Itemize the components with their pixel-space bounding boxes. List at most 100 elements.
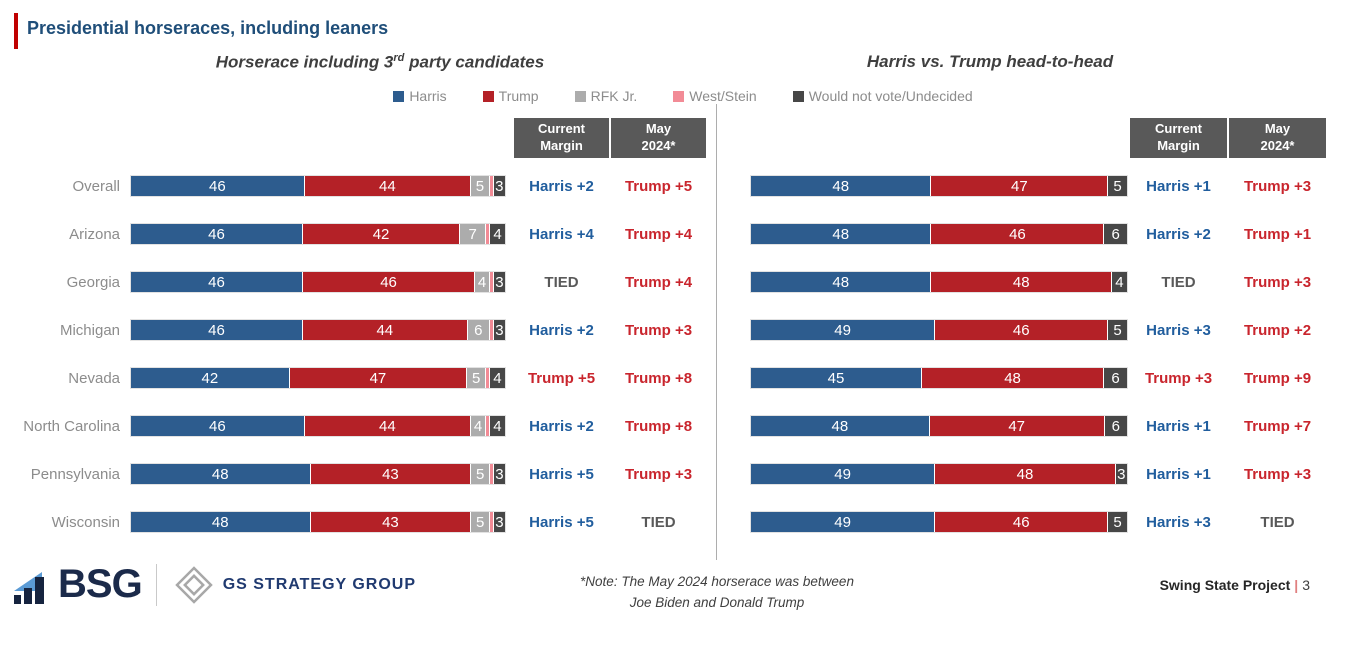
chart-divider xyxy=(716,104,717,560)
bar-segment-would-not-vote-undecided: 6 xyxy=(1104,416,1127,436)
row-label: Michigan xyxy=(59,321,120,339)
header-line: Margin xyxy=(540,138,583,153)
right-may-2024-header: May 2024* xyxy=(1229,118,1326,158)
bar-segment-trump: 46 xyxy=(303,272,476,292)
left-chart-title: Horserace including 3rd party candidates xyxy=(130,52,630,73)
legend-swatch-icon xyxy=(792,90,804,102)
margin-value: Harris +2 xyxy=(529,417,594,435)
chart-row: Pennsylvania 48 43 5 3 Harris +5 Trump +3 49 48 3… xyxy=(0,450,1366,498)
bar-segment-harris: 48 xyxy=(751,272,932,292)
legend: Harris Trump RFK Jr. West/Stein Would not vo… xyxy=(0,88,1366,104)
bar-segment-would-not-vote-undecided: 3 xyxy=(493,320,505,340)
bar-segment-trump: 43 xyxy=(310,464,472,484)
legend-item: Trump xyxy=(482,88,539,104)
bar-segment-trump: 47 xyxy=(929,416,1105,436)
left-current-margin-header: Current Margin xyxy=(514,118,609,158)
bar-segment-trump: 47 xyxy=(289,368,468,388)
bar-segment-harris: 48 xyxy=(131,464,311,484)
margin-value: TIED xyxy=(1260,513,1295,531)
project-name: Swing State Project xyxy=(1159,577,1291,593)
header-line: May xyxy=(645,121,672,137)
left-stacked-bar: 46 44 6 3 xyxy=(130,319,506,341)
margin-value: TIED xyxy=(641,513,676,531)
chart-row: North Carolina 46 44 4 4 Harris +2 Trump +8 48 4… xyxy=(0,402,1366,450)
bar-segment-would-not-vote-undecided: 5 xyxy=(1108,176,1127,196)
legend-label: Trump xyxy=(498,88,539,104)
bar-segment-west-stein xyxy=(490,272,494,292)
bar-segment-harris: 48 xyxy=(751,176,932,196)
margin-value: TIED xyxy=(544,273,579,291)
chart-row: Georgia 46 46 4 3 TIED Trump +4 48 48 4 TIED Trump … xyxy=(0,258,1366,306)
chart-row: Wisconsin 48 43 5 3 Harris +5 TIED 49 46 5 Harris … xyxy=(0,498,1366,546)
bar-segment-would-not-vote-undecided: 5 xyxy=(1108,512,1127,532)
margin-value: Trump +3 xyxy=(1144,369,1213,387)
footnote: *Note: The May 2024 horserace was betwee… xyxy=(517,572,917,614)
bar-segment-would-not-vote-undecided: 6 xyxy=(1104,224,1127,244)
header-line: Current xyxy=(1155,121,1202,137)
bar-segment-harris: 46 xyxy=(131,416,305,436)
bar-segment-trump: 46 xyxy=(935,512,1109,532)
legend-swatch-icon xyxy=(482,90,494,102)
bar-segment-rfk-jr-: 5 xyxy=(467,368,487,388)
chart-row: Nevada 42 47 5 4 Trump +5 Trump +8 45 48 6 Trump +… xyxy=(0,354,1366,402)
bar-segment-would-not-vote-undecided: 5 xyxy=(1108,320,1127,340)
page-reference: Swing State Project | 3 xyxy=(1160,577,1310,593)
bar-segment-rfk-jr-: 5 xyxy=(471,512,491,532)
bar-segment-harris: 42 xyxy=(131,368,290,388)
bar-segment-trump: 42 xyxy=(303,224,461,244)
title-accent-bar xyxy=(14,13,18,49)
margin-value: Harris +1 xyxy=(1146,177,1211,195)
chart-row: Michigan 46 44 6 3 Harris +2 Trump +3 49 46 5 Harr… xyxy=(0,306,1366,354)
bar-segment-trump: 46 xyxy=(935,320,1109,340)
margin-value: Trump +3 xyxy=(624,465,693,483)
margin-value: Trump +3 xyxy=(1243,465,1312,483)
left-chart-title-sup: rd xyxy=(393,52,405,64)
margin-value: Trump +9 xyxy=(1243,369,1312,387)
page-number: 3 xyxy=(1302,577,1310,593)
bar-segment-harris: 46 xyxy=(131,272,304,292)
bar-segment-rfk-jr-: 6 xyxy=(467,320,491,340)
bar-segment-trump: 48 xyxy=(921,368,1105,388)
legend-item: Would not vote/Undecided xyxy=(792,88,973,104)
left-stacked-bar: 46 42 7 4 xyxy=(130,223,506,245)
right-chart-title: Harris vs. Trump head-to-head xyxy=(866,52,1114,71)
bar-segment-west-stein xyxy=(486,368,490,388)
header-line: 2024* xyxy=(641,138,676,153)
margin-value: Trump +1 xyxy=(1243,225,1312,243)
row-label: Wisconsin xyxy=(51,513,120,531)
right-stacked-bar: 49 46 5 xyxy=(750,511,1128,533)
bar-segment-rfk-jr-: 4 xyxy=(475,272,491,292)
bar-segment-rfk-jr-: 7 xyxy=(460,224,487,244)
bar-segment-harris: 49 xyxy=(751,464,936,484)
row-label: Georgia xyxy=(66,273,120,291)
margin-value: Trump +2 xyxy=(1243,321,1312,339)
margin-value: Harris +5 xyxy=(529,465,594,483)
bar-segment-would-not-vote-undecided: 4 xyxy=(1111,272,1127,292)
left-chart-title-pre: Horserace including 3 xyxy=(215,52,394,72)
right-stacked-bar: 49 48 3 xyxy=(750,463,1128,485)
right-stacked-bar: 48 48 4 xyxy=(750,271,1128,293)
bar-segment-trump: 46 xyxy=(931,224,1105,244)
footer-logos: BSG GS STRATEGY GROUP xyxy=(12,562,416,607)
margin-value: Harris +4 xyxy=(529,225,594,243)
header-line: May xyxy=(1264,121,1291,137)
bar-segment-would-not-vote-undecided: 4 xyxy=(489,368,505,388)
bar-segment-would-not-vote-undecided: 3 xyxy=(493,272,505,292)
left-stacked-bar: 46 46 4 3 xyxy=(130,271,506,293)
legend-swatch-icon xyxy=(393,90,405,102)
bar-segment-would-not-vote-undecided: 6 xyxy=(1104,368,1127,388)
chart-rows: Overall 46 44 5 3 Harris +2 Trump +5 48 47 5 Harri… xyxy=(0,162,1366,546)
margin-value: Trump +8 xyxy=(624,417,693,435)
bar-segment-west-stein xyxy=(486,224,491,244)
logo-divider xyxy=(155,563,157,606)
margin-value: Trump +4 xyxy=(624,273,693,291)
margin-value: Harris +3 xyxy=(1146,513,1211,531)
right-current-margin-header: Current Margin xyxy=(1130,118,1227,158)
left-stacked-bar: 42 47 5 4 xyxy=(130,367,506,389)
bar-segment-harris: 45 xyxy=(751,368,922,388)
page-title: Presidential horseraces, including leane… xyxy=(27,18,389,38)
left-stacked-bar: 46 44 5 3 xyxy=(130,175,506,197)
bar-segment-trump: 44 xyxy=(304,176,471,196)
bar-segment-trump: 43 xyxy=(310,512,472,532)
left-stacked-bar: 48 43 5 3 xyxy=(130,511,506,533)
